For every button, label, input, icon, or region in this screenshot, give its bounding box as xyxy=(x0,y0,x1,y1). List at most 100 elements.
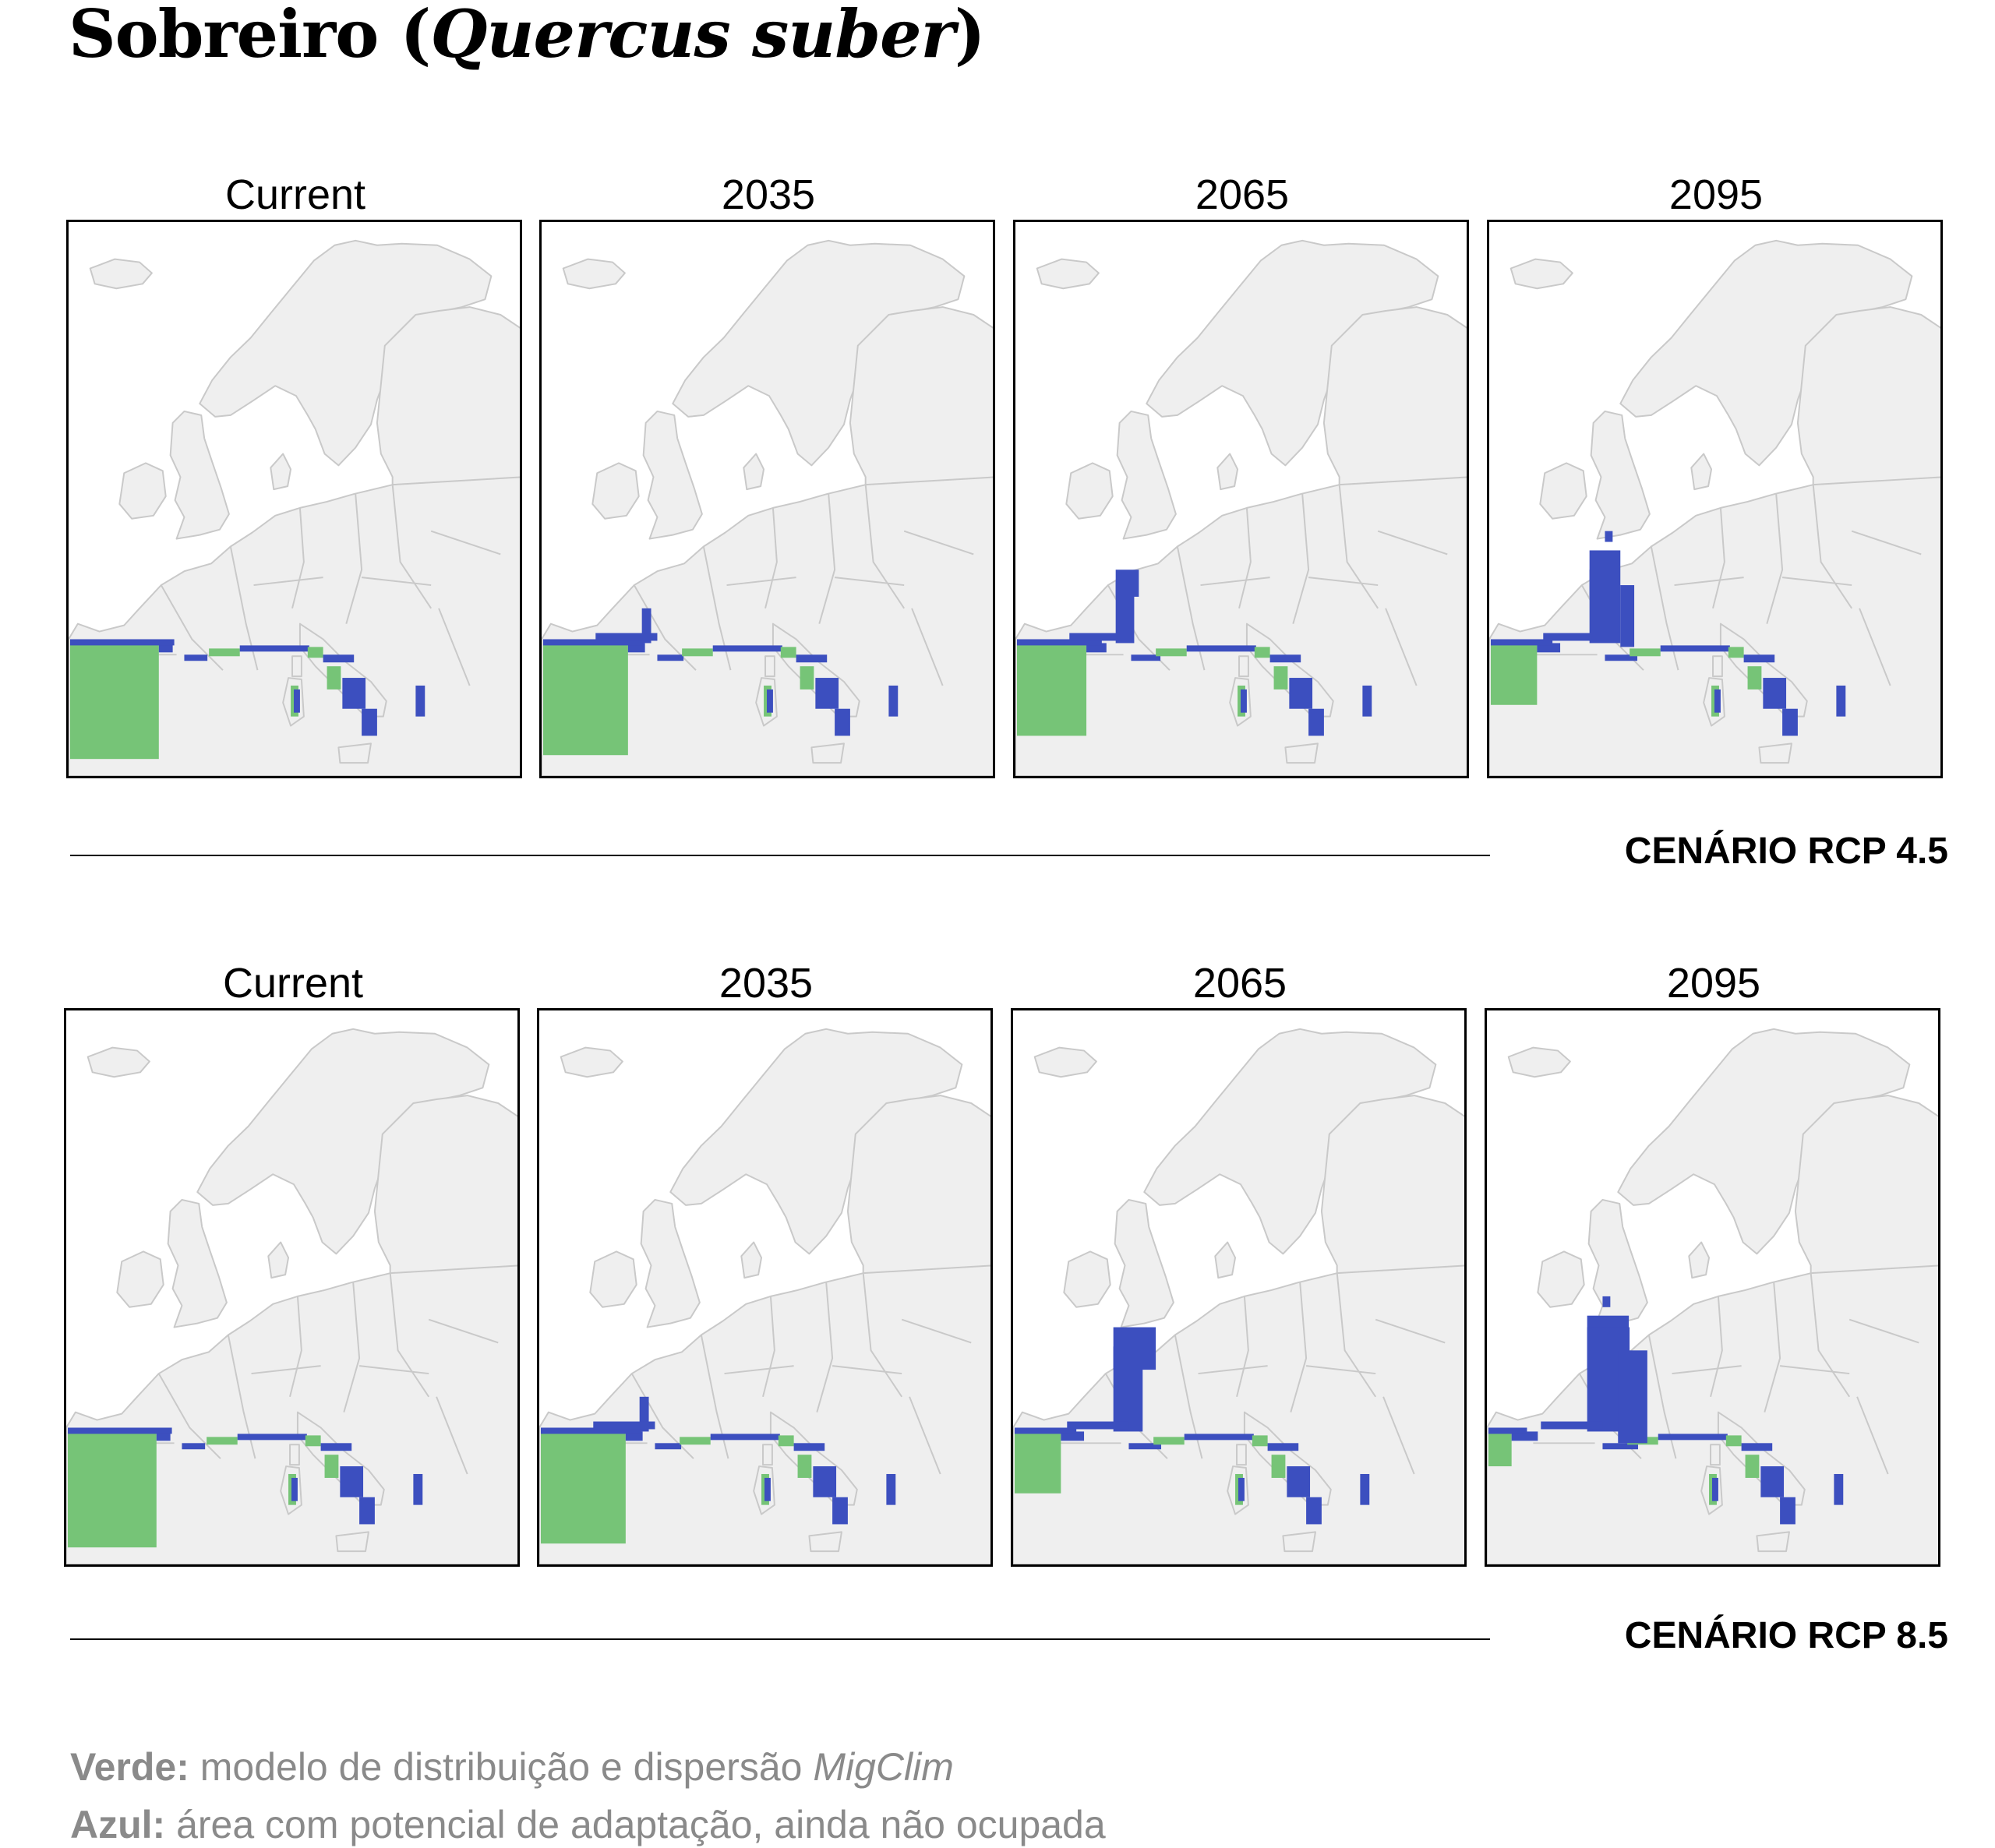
potential-blue-patch xyxy=(69,639,175,646)
potential-blue-patch xyxy=(813,1466,837,1497)
distribution-green-patch xyxy=(1254,647,1270,658)
country-border xyxy=(428,1318,499,1344)
land-britain xyxy=(169,410,230,540)
divider-rule xyxy=(70,855,1490,856)
potential-blue-patch xyxy=(342,678,366,709)
land-ireland xyxy=(118,462,167,520)
potential-blue-patch xyxy=(184,654,208,661)
land-denmark xyxy=(1214,1241,1237,1279)
panel-label: 2065 xyxy=(1192,960,1287,1007)
potential-blue-patch xyxy=(1308,708,1324,736)
potential-blue-patch xyxy=(415,685,425,717)
country-border xyxy=(1336,1273,1377,1398)
scenario-label: CENÁRIO RCP 4.5 xyxy=(1624,831,1948,872)
land-ireland xyxy=(591,462,640,520)
potential-blue-patch xyxy=(1269,654,1301,663)
distribution-green-patch xyxy=(307,647,323,658)
potential-blue-patch xyxy=(1537,643,1561,653)
land-sicily xyxy=(337,742,372,764)
potential-blue-patch xyxy=(1658,1434,1728,1441)
potential-blue-patch xyxy=(710,1434,780,1441)
land-continent xyxy=(1489,476,1940,776)
potential-blue-patch xyxy=(1589,570,1613,597)
distribution-green-patch xyxy=(1016,643,1087,736)
potential-blue-patch xyxy=(657,654,684,661)
potential-blue-patch xyxy=(1267,1443,1299,1451)
country-border xyxy=(253,577,323,587)
europe-map-svg xyxy=(1013,1028,1464,1564)
europe-map-rcp85-2035 xyxy=(537,1008,993,1567)
potential-blue-patch xyxy=(712,645,782,652)
potential-blue-patch xyxy=(1131,654,1161,661)
land-iceland xyxy=(89,258,153,290)
potential-blue-patch xyxy=(835,708,850,736)
land-denmark xyxy=(267,1241,290,1279)
potential-blue-patch xyxy=(595,633,658,641)
country-border xyxy=(289,1296,302,1398)
country-border xyxy=(1292,493,1310,624)
distribution-green-patch xyxy=(778,1435,794,1447)
potential-blue-patch xyxy=(1836,685,1846,717)
land-britain xyxy=(1587,1198,1648,1328)
country-border xyxy=(343,1282,361,1412)
potential-blue-patch xyxy=(1490,639,1553,646)
country-border xyxy=(1779,1365,1850,1375)
potential-blue-patch xyxy=(796,654,828,663)
distribution-green-patch xyxy=(1014,1431,1061,1494)
country-border xyxy=(1385,608,1418,686)
legend-blue: Azul: área com potencial de adaptação, a… xyxy=(70,1803,1106,1846)
land-iceland xyxy=(1509,258,1573,290)
country-border xyxy=(633,584,697,671)
europe-map-rcp85-2095 xyxy=(1485,1008,1940,1567)
potential-blue-patch xyxy=(888,685,899,717)
panel-label: 2095 xyxy=(1668,171,1764,218)
country-border xyxy=(762,1296,775,1398)
land-iceland xyxy=(87,1046,150,1078)
potential-blue-patch xyxy=(641,608,651,644)
land-sicily xyxy=(1758,742,1792,764)
country-border xyxy=(724,1365,794,1375)
distribution-green-patch xyxy=(1156,648,1187,657)
potential-blue-patch xyxy=(655,1443,682,1450)
panel-label: 2035 xyxy=(719,960,814,1007)
land-britain xyxy=(1590,410,1651,540)
land-britain xyxy=(167,1198,228,1328)
potential-blue-patch xyxy=(158,643,173,653)
potential-blue-patch xyxy=(67,1427,172,1434)
land-continent xyxy=(539,1264,990,1564)
land-denmark xyxy=(743,453,765,491)
potential-blue-patch xyxy=(340,1466,364,1497)
potential-blue-patch xyxy=(323,654,355,663)
potential-blue-patch xyxy=(1362,685,1372,717)
distribution-green-patch xyxy=(1745,1455,1760,1478)
country-border xyxy=(901,1318,972,1344)
land-denmark xyxy=(270,453,292,491)
distribution-green-patch xyxy=(207,1437,238,1445)
country-border xyxy=(358,1365,429,1375)
land-corsica xyxy=(764,655,775,678)
country-border xyxy=(251,1365,321,1375)
country-border xyxy=(1236,1296,1249,1398)
potential-blue-patch xyxy=(627,643,645,653)
land-corsica xyxy=(291,655,302,678)
potential-blue-patch xyxy=(1602,1443,1638,1450)
country-border xyxy=(1764,1282,1781,1412)
country-border xyxy=(1710,1296,1723,1398)
land-sicily xyxy=(335,1531,369,1553)
potential-blue-patch xyxy=(182,1443,206,1450)
country-border xyxy=(911,608,944,686)
distribution-green-patch xyxy=(542,643,628,756)
country-border xyxy=(1781,577,1852,587)
country-border xyxy=(438,608,471,686)
distribution-green-patch xyxy=(540,1431,626,1544)
europe-map-svg xyxy=(66,1028,517,1564)
country-border xyxy=(227,1335,256,1459)
potential-blue-patch xyxy=(320,1443,352,1451)
country-border xyxy=(1338,485,1379,609)
europe-map-svg xyxy=(1015,239,1467,776)
country-border xyxy=(1305,1365,1376,1375)
potential-blue-patch xyxy=(542,639,644,646)
land-continent xyxy=(542,476,993,776)
country-border xyxy=(903,530,974,555)
potential-blue-patch xyxy=(1016,639,1102,646)
